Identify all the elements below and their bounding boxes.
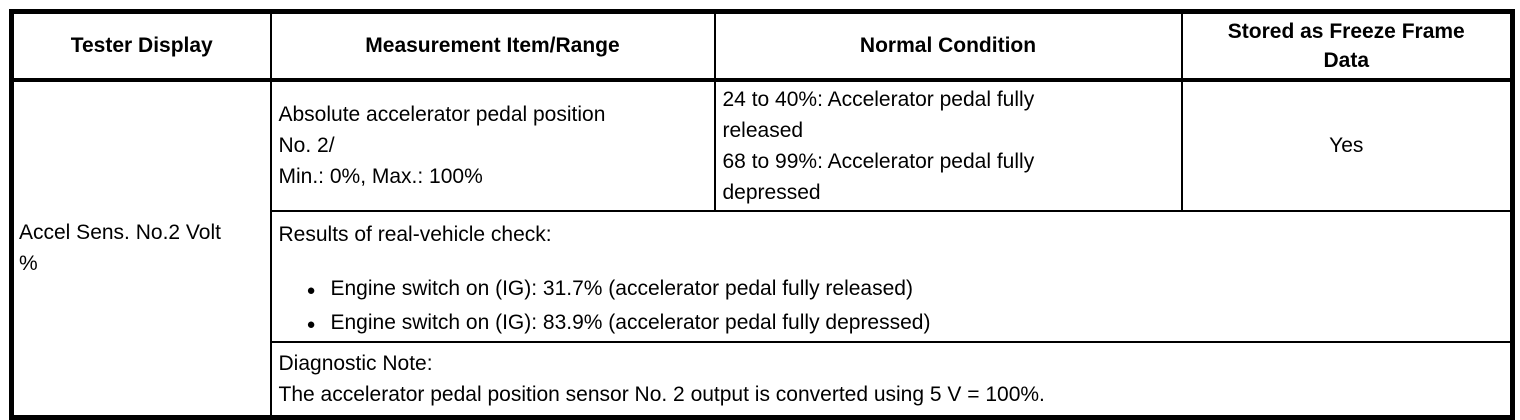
cell-measurement-item-range: Absolute accelerator pedal position No. … [269,78,716,212]
header-normal-condition: Normal Condition [713,10,1183,82]
cell-results-of-check: Results of real-vehicle check: ● Engine … [269,209,1514,343]
diagnostic-note-body: The accelerator pedal position sensor No… [278,382,1045,406]
header-measurement-item-range: Measurement Item/Range [269,10,716,82]
cell-normal-condition: 24 to 40%: Accelerator pedal fully relea… [713,78,1183,212]
bullet-text-depressed: Engine switch on (IG): 83.9% (accelerato… [330,310,931,334]
results-bullet-list: ● Engine switch on (IG): 31.7% (accelera… [279,273,1503,341]
data-list-table: Tester Display Measurement Item/Range No… [9,9,1515,420]
header-tester-display: Tester Display [10,10,272,82]
bullet-icon: ● [306,315,316,333]
cell-stored-freeze-frame: Yes [1180,78,1514,212]
results-check-title: Results of real-vehicle check: [278,222,552,246]
bullet-text-released: Engine switch on (IG): 31.7% (accelerato… [330,276,913,300]
list-item: ● Engine switch on (IG): 83.9% (accelera… [279,307,1503,341]
cell-tester-display: Accel Sens. No.2 Volt % [10,78,272,419]
list-item: ● Engine switch on (IG): 31.7% (accelera… [279,273,1503,307]
table-row-results: Results of real-vehicle check: ● Engine … [12,209,1514,343]
table-row-main: Accel Sens. No.2 Volt % Absolute acceler… [10,78,1514,419]
table-row-diagnostic-note: Diagnostic Note: The accelerator pedal p… [12,340,1514,419]
header-stored-freeze-frame: Stored as Freeze Frame Data [1180,10,1514,82]
table-header-row: Tester Display Measurement Item/Range No… [10,10,1514,82]
cell-diagnostic-note: Diagnostic Note: The accelerator pedal p… [269,340,1514,419]
bullet-icon: ● [306,281,316,299]
diagnostic-note-title: Diagnostic Note: [278,351,433,375]
